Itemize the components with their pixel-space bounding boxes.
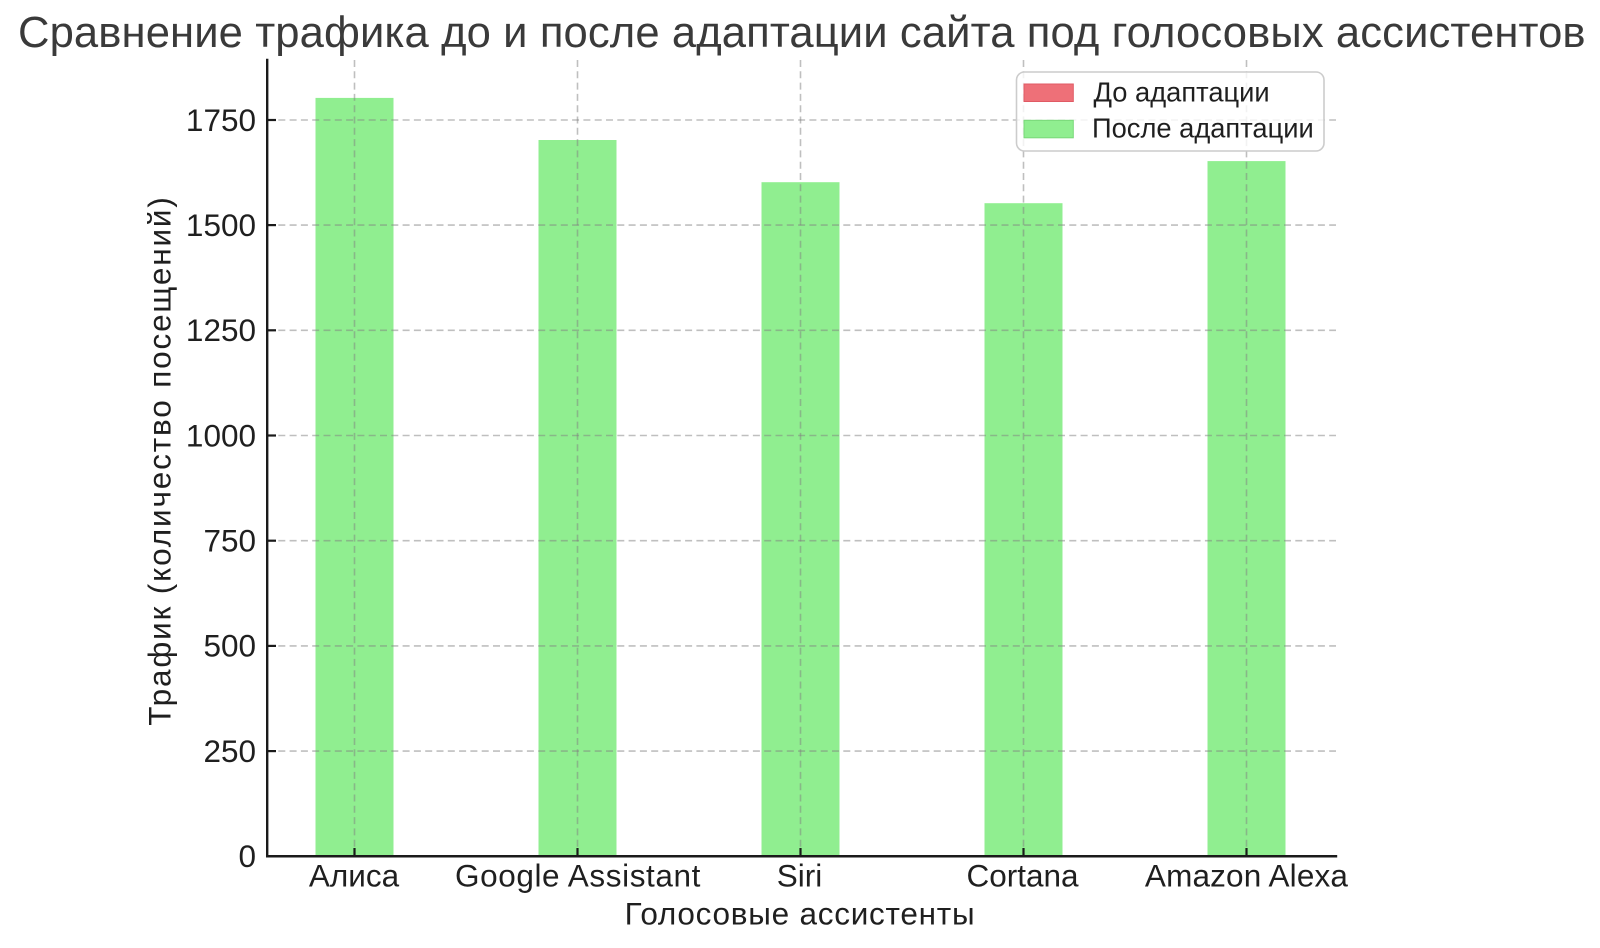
- svg-text:1250: 1250: [186, 312, 256, 348]
- svg-text:Amazon Alexa: Amazon Alexa: [1145, 858, 1348, 894]
- svg-text:250: 250: [203, 733, 256, 769]
- svg-text:1500: 1500: [186, 207, 256, 243]
- svg-text:750: 750: [203, 523, 256, 559]
- svg-text:0: 0: [238, 838, 256, 874]
- svg-text:1750: 1750: [186, 102, 256, 138]
- svg-text:До адаптации: До адаптации: [1094, 76, 1270, 107]
- svg-text:Google Assistant: Google Assistant: [455, 858, 701, 894]
- svg-text:После адаптации: После адаптации: [1092, 113, 1314, 144]
- svg-text:Siri: Siri: [777, 858, 823, 894]
- svg-text:Сравнение трафика до и после а: Сравнение трафика до и после адаптации с…: [18, 9, 1586, 57]
- svg-text:Трафик (количество посещений): Трафик (количество посещений): [142, 195, 178, 725]
- svg-text:Cortana: Cortana: [966, 858, 1079, 894]
- svg-text:Голосовые ассистенты: Голосовые ассистенты: [625, 895, 976, 931]
- svg-text:1000: 1000: [186, 417, 256, 453]
- svg-text:500: 500: [203, 628, 256, 664]
- svg-text:Алиса: Алиса: [309, 858, 400, 894]
